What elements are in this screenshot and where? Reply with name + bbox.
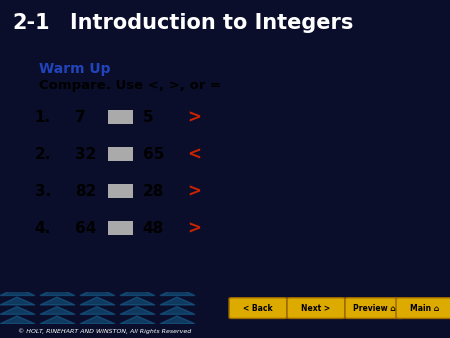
- Polygon shape: [80, 288, 115, 295]
- Text: 1.: 1.: [35, 110, 51, 125]
- Polygon shape: [160, 316, 195, 324]
- Text: 5: 5: [143, 110, 153, 125]
- FancyBboxPatch shape: [108, 184, 133, 198]
- Polygon shape: [120, 288, 155, 295]
- Text: 2.: 2.: [35, 147, 51, 162]
- Text: Preview ⌂: Preview ⌂: [353, 304, 396, 313]
- Text: © HOLT, RINEHART AND WINSTON, All Rights Reserved: © HOLT, RINEHART AND WINSTON, All Rights…: [18, 328, 191, 334]
- Text: <: <: [187, 145, 201, 163]
- Text: 3.: 3.: [35, 184, 51, 199]
- Polygon shape: [40, 297, 75, 305]
- Text: Introduction to Integers: Introduction to Integers: [70, 13, 353, 33]
- Polygon shape: [120, 316, 155, 324]
- FancyBboxPatch shape: [108, 147, 133, 162]
- Polygon shape: [0, 316, 35, 324]
- FancyBboxPatch shape: [229, 298, 287, 318]
- Text: 4.: 4.: [35, 221, 51, 236]
- Text: 82: 82: [75, 184, 96, 199]
- Text: >: >: [187, 219, 201, 237]
- FancyBboxPatch shape: [345, 298, 403, 318]
- Polygon shape: [0, 288, 35, 295]
- Polygon shape: [0, 297, 35, 305]
- Text: 65: 65: [143, 147, 164, 162]
- Polygon shape: [0, 307, 35, 314]
- Polygon shape: [40, 307, 75, 314]
- FancyBboxPatch shape: [287, 298, 345, 318]
- Text: >: >: [187, 182, 201, 200]
- Polygon shape: [160, 297, 195, 305]
- Polygon shape: [80, 316, 115, 324]
- FancyBboxPatch shape: [108, 110, 133, 124]
- Text: < Back: < Back: [243, 304, 273, 313]
- Polygon shape: [40, 288, 75, 295]
- FancyBboxPatch shape: [396, 298, 450, 318]
- FancyBboxPatch shape: [108, 221, 133, 236]
- Polygon shape: [160, 288, 195, 295]
- Polygon shape: [40, 316, 75, 324]
- Text: 64: 64: [75, 221, 96, 236]
- Text: Main ⌂: Main ⌂: [410, 304, 440, 313]
- Polygon shape: [160, 307, 195, 314]
- Text: 7: 7: [75, 110, 86, 125]
- Text: 48: 48: [143, 221, 164, 236]
- Polygon shape: [80, 307, 115, 314]
- Text: 32: 32: [75, 147, 96, 162]
- Text: Compare. Use <, >, or =: Compare. Use <, >, or =: [39, 79, 221, 92]
- Text: 28: 28: [143, 184, 164, 199]
- Text: Next >: Next >: [302, 304, 331, 313]
- Text: >: >: [187, 108, 201, 126]
- Text: Warm Up: Warm Up: [39, 62, 110, 76]
- Polygon shape: [120, 297, 155, 305]
- Polygon shape: [80, 297, 115, 305]
- Polygon shape: [120, 307, 155, 314]
- Text: 2-1: 2-1: [12, 13, 50, 33]
